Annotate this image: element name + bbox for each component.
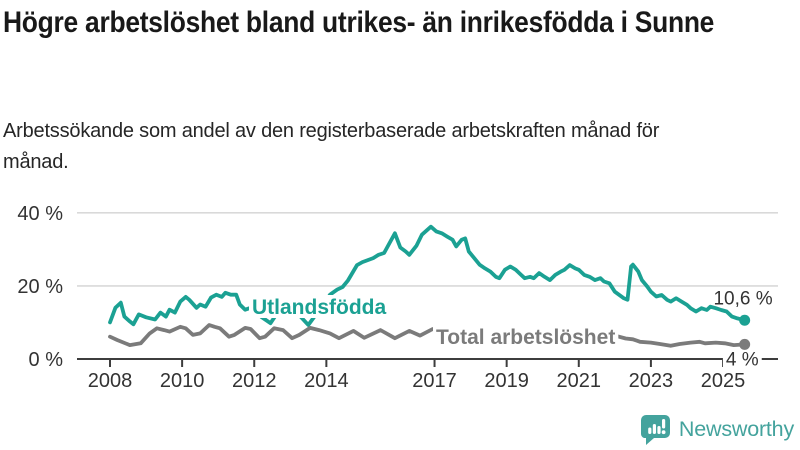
x-axis-tick-label: 2023	[629, 370, 674, 392]
series-line	[108, 224, 747, 327]
y-axis-tick-label: 20 %	[17, 276, 63, 298]
chart-subtitle: Arbetssökande som andel av den registerb…	[3, 120, 660, 173]
end-value-label: 10,6 %	[713, 288, 772, 309]
logo-bar-3	[657, 425, 661, 434]
x-axis-tick-label: 2025	[701, 370, 746, 392]
series-end-dot	[739, 338, 751, 350]
series-label: Total arbetslöshet	[436, 326, 615, 349]
x-axis-tick-label: 2017	[412, 370, 457, 392]
x-axis-tick-label: 2021	[557, 370, 602, 392]
brand-wordmark: Newsworthy	[678, 416, 794, 441]
logo-bar-2	[652, 423, 656, 434]
y-axis-tick-label: 0 %	[29, 349, 64, 371]
x-axis-tick-label: 2014	[304, 370, 349, 392]
series-end-dot	[739, 314, 751, 326]
series-line	[108, 323, 747, 348]
x-axis-tick-label: 2012	[232, 370, 277, 392]
logo-bar-1	[648, 427, 652, 434]
logo-exclamation-dot	[661, 429, 666, 434]
x-axis-tick-label: 2008	[88, 370, 133, 392]
y-axis-tick-label: 40 %	[17, 203, 63, 225]
x-axis-tick-label: 2010	[160, 370, 205, 392]
series-label-backdrop	[433, 325, 619, 348]
end-value-label: 4 %	[726, 349, 759, 370]
page-title: Högre arbetslöshet bland utrikes- än inr…	[3, 6, 715, 39]
logo-exclamation-stem	[661, 418, 666, 428]
series-label: Utlandsfödda	[252, 296, 386, 319]
x-axis-tick-label: 2019	[484, 370, 529, 392]
series-label-backdrop	[249, 295, 390, 318]
end-label-backdrop	[722, 349, 762, 371]
newsworthy-logo[interactable]: Newsworthy	[640, 411, 794, 447]
newsworthy-bar-chart-bubble-icon	[640, 414, 670, 445]
